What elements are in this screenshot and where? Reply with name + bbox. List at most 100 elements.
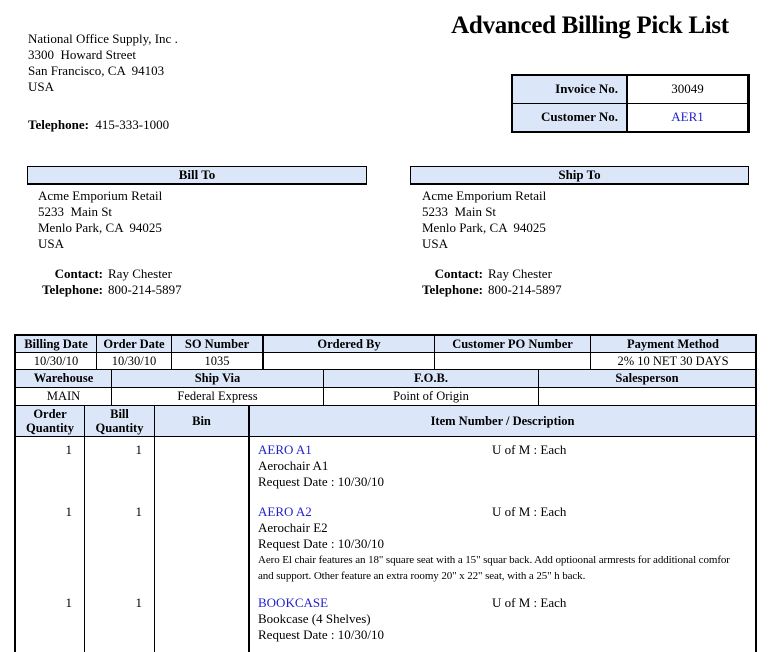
order-value-row-1: 10/30/10 10/30/10 1035 2% 10 NET 30 DAYS (16, 353, 755, 370)
item-description: Aerochair E2 (258, 520, 328, 535)
item-code-line: AERO A2 U of M : Each (258, 504, 751, 520)
company-phone-line: Telephone: 415-333-1000 (28, 117, 178, 133)
bill-to-address: Acme Emporium Retail 5233 Main St Menlo … (38, 188, 162, 252)
line-item: AERO A1 U of M : Each Aerochair A1 Reque… (258, 442, 751, 490)
item-uofm: U of M : Each (492, 595, 567, 610)
bill-to-contact-label: Contact: (54, 266, 103, 281)
item-request-date: Request Date : 10/30/10 (258, 474, 385, 489)
item-order-qty: 1 (65, 442, 73, 457)
item-description-column: AERO A1 U of M : Each Aerochair A1 Reque… (250, 437, 755, 652)
bill-to-phone-label: Telephone: (42, 282, 103, 297)
page-title: Advanced Billing Pick List (451, 12, 729, 39)
item-bill-qty: 1 (135, 442, 143, 457)
bill-to-contact-value: Ray Chester (108, 266, 172, 281)
payment-method-header: Payment Method (591, 336, 755, 352)
bill-to-contact-block: Contact: Ray Chester Telephone: 800-214-… (38, 266, 182, 298)
bill-to-phone-row: Telephone: 800-214-5897 (38, 282, 182, 298)
bin-column (155, 437, 250, 652)
ship-to-address: Acme Emporium Retail 5233 Main St Menlo … (422, 188, 546, 252)
so-number-value: 1035 (172, 353, 264, 369)
fob-value: Point of Origin (324, 388, 539, 405)
bin-header: Bin (155, 406, 250, 436)
ship-to-phone-row: Telephone: 800-214-5897 (422, 282, 562, 298)
item-uofm: U of M : Each (492, 442, 567, 457)
warehouse-value: MAIN (16, 388, 112, 405)
company-name: National Office Supply, Inc . (28, 31, 178, 46)
order-header-row-1: Billing Date Order Date SO Number Ordere… (16, 336, 755, 353)
billing-date-header: Billing Date (16, 336, 97, 352)
bill-to-city: Menlo Park, CA 94025 (38, 220, 162, 235)
billing-date-value: 10/30/10 (16, 353, 97, 369)
ship-to-phone-label: Telephone: (422, 282, 483, 297)
item-code-line: AERO A1 U of M : Each (258, 442, 751, 458)
item-columns-header-row: Order Quantity Bill Quantity Bin Item Nu… (16, 406, 755, 437)
bill-to-contact-row: Contact: Ray Chester (38, 266, 182, 282)
line-items-area: 1 1 1 1 1 1 AERO A1 U of M : Each (16, 437, 755, 652)
company-city: San Francisco, CA 94103 (28, 63, 165, 78)
invoice-summary-box: Invoice No. 30049 Customer No. AER1 (511, 74, 750, 133)
ship-to-contact-block: Contact: Ray Chester Telephone: 800-214-… (422, 266, 562, 298)
item-code-link[interactable]: AERO A1 (258, 442, 312, 457)
customer-no-label: Customer No. (513, 103, 628, 131)
ship-to-phone-value: 800-214-5897 (488, 282, 562, 297)
customer-po-value (435, 353, 591, 369)
order-date-value: 10/30/10 (97, 353, 172, 369)
ship-to-contact-row: Contact: Ray Chester (422, 266, 562, 282)
order-header-row-2: Warehouse Ship Via F.O.B. Salesperson (16, 370, 755, 388)
so-number-header: SO Number (172, 336, 264, 352)
bill-to-name: Acme Emporium Retail (38, 188, 163, 203)
order-table: Billing Date Order Date SO Number Ordere… (14, 334, 757, 652)
warehouse-header: Warehouse (16, 370, 112, 387)
bill-qty-column: 1 1 1 (85, 437, 155, 652)
ship-via-value: Federal Express (112, 388, 324, 405)
ship-to-header: Ship To (410, 166, 749, 185)
bill-to-header: Bill To (27, 166, 367, 185)
ordered-by-value (264, 353, 435, 369)
order-quantity-header: Order Quantity (16, 406, 85, 436)
bill-quantity-header: Bill Quantity (85, 406, 155, 436)
fob-header: F.O.B. (324, 370, 539, 387)
item-description-header: Item Number / Description (250, 406, 755, 436)
bill-to-street: 5233 Main St (38, 204, 113, 219)
company-country: USA (28, 79, 55, 94)
item-bill-qty: 1 (135, 504, 143, 519)
item-order-qty: 1 (65, 595, 73, 610)
item-description: Aerochair A1 (258, 458, 329, 473)
ship-to-city: Menlo Park, CA 94025 (422, 220, 546, 235)
bill-to-phone-value: 800-214-5897 (108, 282, 182, 297)
line-item: AERO A2 U of M : Each Aerochair E2 Reque… (258, 504, 751, 584)
company-street: 3300 Howard Street (28, 47, 136, 62)
item-code-link[interactable]: AERO A2 (258, 504, 312, 519)
customer-po-header: Customer PO Number (435, 336, 591, 352)
item-extended-description: Aero El chair features an 18" square sea… (258, 554, 730, 582)
line-item: BOOKCASE U of M : Each Bookcase (4 Shelv… (258, 595, 751, 643)
invoice-no-label: Invoice No. (513, 76, 628, 104)
order-qty-column: 1 1 1 (16, 437, 85, 652)
salesperson-header: Salesperson (539, 370, 755, 387)
company-phone-value: 415-333-1000 (95, 117, 170, 132)
salesperson-value (539, 388, 755, 405)
ship-via-header: Ship Via (112, 370, 324, 387)
ship-to-name: Acme Emporium Retail (422, 188, 547, 203)
order-value-row-2: MAIN Federal Express Point of Origin (16, 388, 755, 406)
item-code-line: BOOKCASE U of M : Each (258, 595, 751, 611)
item-request-date: Request Date : 10/30/10 (258, 536, 385, 551)
item-order-qty: 1 (65, 504, 73, 519)
order-date-header: Order Date (97, 336, 172, 352)
customer-no-link[interactable]: AER1 (628, 103, 748, 131)
ordered-by-header: Ordered By (264, 336, 435, 352)
payment-method-value: 2% 10 NET 30 DAYS (617, 353, 729, 368)
ship-to-country: USA (422, 236, 449, 251)
ship-to-contact-value: Ray Chester (488, 266, 552, 281)
item-uofm: U of M : Each (492, 504, 567, 519)
ship-to-street: 5233 Main St (422, 204, 497, 219)
item-code-link[interactable]: BOOKCASE (258, 595, 329, 610)
bill-to-country: USA (38, 236, 65, 251)
item-request-date: Request Date : 10/30/10 (258, 627, 385, 642)
ship-to-contact-label: Contact: (434, 266, 483, 281)
company-phone-label: Telephone: (28, 117, 89, 132)
item-description: Bookcase (4 Shelves) (258, 611, 371, 626)
company-address-block: National Office Supply, Inc . 3300 Howar… (28, 31, 178, 133)
invoice-no-value: 30049 (628, 76, 748, 104)
